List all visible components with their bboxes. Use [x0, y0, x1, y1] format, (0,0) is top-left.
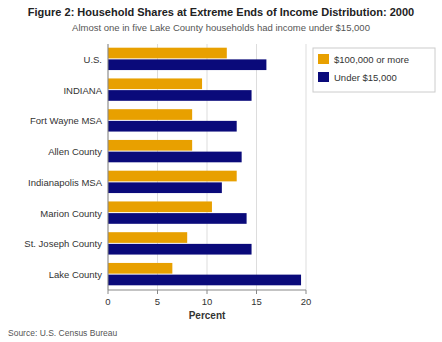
bar	[108, 171, 237, 182]
legend-swatch	[318, 54, 329, 64]
bar	[108, 48, 227, 59]
x-axis-label: Percent	[189, 310, 226, 321]
subtitle: Almost one in five Lake County household…	[72, 22, 370, 33]
title: Figure 2: Household Shares at Extreme En…	[28, 6, 414, 18]
category-label: Indianapolis MSA	[28, 177, 103, 188]
bar	[108, 109, 192, 120]
category-label: Marion County	[40, 208, 102, 219]
bar	[108, 140, 192, 151]
tick-label: 20	[301, 296, 312, 307]
legend-box	[313, 48, 435, 92]
bar	[108, 78, 202, 89]
bar	[108, 213, 247, 224]
category-label: U.S.	[84, 54, 102, 65]
bar	[108, 121, 237, 132]
tick-label: 0	[105, 296, 110, 307]
y-axis-line	[108, 44, 109, 290]
category-label: Lake County	[49, 269, 103, 280]
bar	[108, 263, 172, 274]
legend-label: Under $15,000	[334, 72, 397, 83]
tick-mark	[157, 290, 158, 294]
category-label: INDIANA	[63, 85, 102, 96]
grid-line	[108, 44, 109, 290]
bar	[108, 232, 187, 243]
bar	[108, 59, 266, 70]
chart: Figure 2: Household Shares at Extreme En…	[0, 0, 442, 342]
tick-mark	[306, 290, 307, 294]
annotation: Source: U.S. Census Bureau	[8, 328, 117, 338]
legend-swatch	[318, 72, 329, 82]
legend: $100,000 or more Under $15,000	[313, 48, 435, 92]
category-label: Fort Wayne MSA	[30, 115, 103, 126]
legend-label: $100,000 or more	[334, 54, 409, 65]
tick-label: 5	[155, 296, 160, 307]
bar	[108, 182, 222, 193]
x-axis-line	[108, 290, 306, 291]
grid-line	[256, 44, 257, 290]
category-label: St. Joseph County	[24, 238, 102, 249]
tick-mark	[108, 290, 109, 294]
category-label: Allen County	[48, 146, 102, 157]
grid	[108, 44, 306, 290]
tick-label: 10	[202, 296, 213, 307]
bar	[108, 201, 212, 212]
bar	[108, 244, 252, 255]
bar	[108, 152, 242, 163]
bar	[108, 90, 252, 101]
grid-line	[306, 44, 307, 290]
tick-mark	[207, 290, 208, 294]
bar	[108, 275, 301, 286]
bars	[108, 48, 301, 286]
tick-mark	[256, 290, 257, 294]
tick-label: 15	[251, 296, 262, 307]
